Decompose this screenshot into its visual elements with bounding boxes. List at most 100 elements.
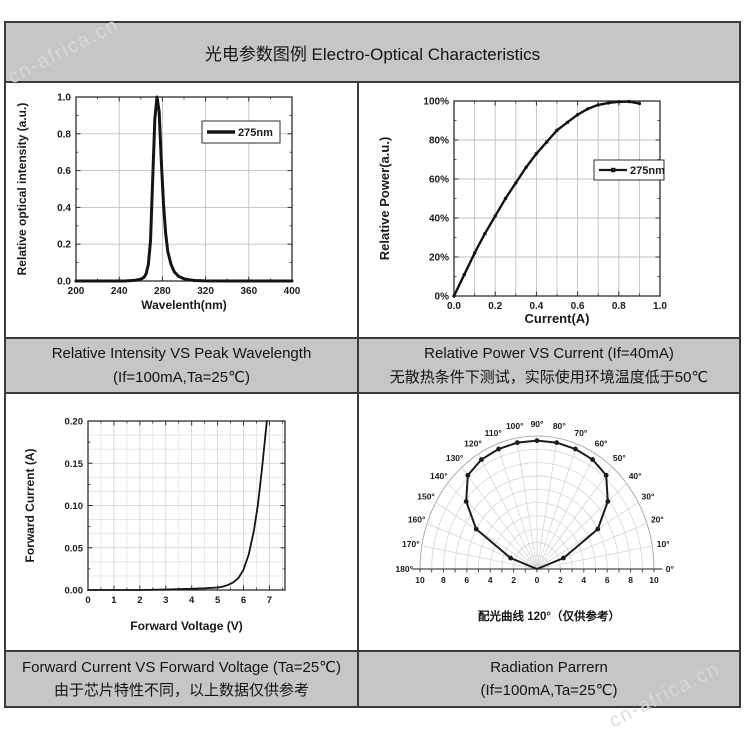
- svg-text:40%: 40%: [429, 214, 449, 225]
- sheet-title: 光电参数图例 Electro-Optical Characteristics: [6, 23, 739, 83]
- svg-text:20°: 20°: [651, 514, 664, 524]
- svg-text:0.2: 0.2: [488, 301, 502, 312]
- svg-text:80%: 80%: [429, 136, 449, 147]
- svg-text:0.6: 0.6: [571, 301, 585, 312]
- svg-text:50°: 50°: [613, 453, 626, 463]
- svg-text:0.05: 0.05: [65, 543, 84, 554]
- svg-text:90°: 90°: [531, 419, 544, 429]
- svg-text:110°: 110°: [485, 428, 503, 438]
- svg-text:2: 2: [511, 575, 516, 585]
- svg-text:8: 8: [628, 575, 633, 585]
- svg-text:0.4: 0.4: [529, 301, 543, 312]
- svg-text:240: 240: [111, 286, 128, 297]
- svg-text:275nm: 275nm: [630, 165, 665, 177]
- svg-text:0.00: 0.00: [65, 586, 84, 597]
- svg-text:Wavelenth(nm): Wavelenth(nm): [141, 298, 227, 312]
- forward-iv-chart: 0 1 2 3 4 5 6 7 0.00 0.05 0.10 0.15 0.20 Forward Volt…: [23, 417, 286, 633]
- cell-radiation-chart: 10 8 6 4 2 0 2 4 6 8 10 0° 10° 20° 30° 40° 50° 60° 70° 80° 9…: [359, 394, 739, 650]
- svg-text:140°: 140°: [430, 471, 448, 481]
- svg-text:30°: 30°: [642, 492, 655, 502]
- caption-forward-iv: Forward Current VS Forward Voltage (Ta=2…: [6, 652, 359, 706]
- svg-text:6: 6: [605, 575, 610, 585]
- svg-text:0.15: 0.15: [65, 459, 84, 470]
- svg-text:0: 0: [85, 595, 90, 606]
- svg-text:4: 4: [488, 575, 493, 585]
- svg-text:0°: 0°: [666, 564, 675, 574]
- caption-power-current: Relative Power VS Current (If=40mA) 无散热条…: [359, 339, 739, 392]
- svg-text:100°: 100°: [506, 421, 524, 431]
- svg-text:Current(A): Current(A): [525, 311, 590, 326]
- svg-text:120°: 120°: [464, 438, 482, 448]
- chart-row-bottom: 0 1 2 3 4 5 6 7 0.00 0.05 0.10 0.15 0.20 Forward Volt…: [6, 394, 739, 650]
- svg-text:70°: 70°: [574, 428, 587, 438]
- cell-power-chart: 0.0 0.2 0.4 0.6 0.8 1.0 0% 20% 40% 60% 80% 100% 275n…: [359, 83, 739, 337]
- svg-text:360: 360: [240, 286, 257, 297]
- caption-intensity-wavelength: Relative Intensity VS Peak Wavelength (I…: [6, 339, 359, 392]
- caption-line: 由于芯片特性不同，以上数据仅供参考: [53, 682, 309, 699]
- svg-text:160°: 160°: [408, 514, 426, 524]
- svg-text:0.10: 0.10: [65, 501, 84, 512]
- svg-text:80°: 80°: [553, 421, 566, 431]
- caption-line: (If=100mA,Ta=25℃): [480, 682, 618, 699]
- caption-line: Forward Current VS Forward Voltage (Ta=2…: [21, 658, 342, 676]
- svg-text:2: 2: [137, 595, 142, 606]
- svg-text:Forward Current (A): Forward Current (A): [23, 448, 37, 562]
- characteristics-sheet: 光电参数图例 Electro-Optical Characteristics 2…: [4, 21, 741, 708]
- svg-text:Relative Power(a.u.): Relative Power(a.u.): [377, 137, 392, 261]
- svg-text:1.0: 1.0: [653, 301, 667, 312]
- radiation-pattern-chart: 10 8 6 4 2 0 2 4 6 8 100°10°20°30°40°50°60°70°80°9…: [395, 419, 675, 585]
- svg-text:275nm: 275nm: [238, 127, 273, 139]
- svg-text:20%: 20%: [429, 253, 449, 264]
- svg-text:0.8: 0.8: [57, 129, 71, 140]
- caption-line: Relative Intensity VS Peak Wavelength: [51, 345, 312, 363]
- power-current-chart: 0.0 0.2 0.4 0.6 0.8 1.0 0% 20% 40% 60% 80% 100% 275n…: [377, 97, 667, 327]
- svg-text:280: 280: [154, 286, 171, 297]
- caption-row-top: Relative Intensity VS Peak Wavelength (I…: [6, 337, 739, 394]
- chart-row-top: 200 240 280 320 360 400 0.0 0.2 0.4 0.6 0.8 1.0 275n…: [6, 83, 739, 337]
- svg-text:0.6: 0.6: [57, 166, 71, 177]
- caption-line: Relative Power VS Current (If=40mA): [424, 345, 674, 363]
- svg-text:0%: 0%: [435, 292, 450, 303]
- svg-text:Forward Voltage (V): Forward Voltage (V): [130, 619, 242, 633]
- svg-text:1.0: 1.0: [57, 93, 71, 104]
- caption-line: 无散热条件下测试，实际使用环境温度低于50℃: [389, 368, 709, 386]
- svg-text:5: 5: [215, 595, 221, 606]
- svg-text:0.2: 0.2: [57, 240, 71, 251]
- wavelength-spectrum-chart: 200 240 280 320 360 400 0.0 0.2 0.4 0.6 0.8 1.0 275n…: [15, 93, 301, 313]
- svg-text:10: 10: [415, 575, 425, 585]
- cell-iv-chart: 0 1 2 3 4 5 6 7 0.00 0.05 0.10 0.15 0.20 Forward Volt…: [6, 394, 359, 650]
- svg-text:400: 400: [284, 286, 301, 297]
- svg-text:180°: 180°: [395, 564, 413, 574]
- svg-text:2: 2: [558, 575, 563, 585]
- svg-text:1: 1: [111, 595, 117, 606]
- radiation-pattern-caption: 配光曲线 120°（仅供参考）: [478, 611, 620, 623]
- svg-text:100%: 100%: [423, 97, 449, 108]
- svg-text:6: 6: [241, 595, 246, 606]
- svg-text:170°: 170°: [402, 539, 420, 549]
- svg-text:0.0: 0.0: [57, 277, 71, 288]
- svg-text:130°: 130°: [446, 453, 464, 463]
- caption-line: (If=100mA,Ta=25℃): [113, 368, 250, 386]
- svg-text:0.8: 0.8: [612, 301, 626, 312]
- cell-spectrum-chart: 200 240 280 320 360 400 0.0 0.2 0.4 0.6 0.8 1.0 275n…: [6, 83, 359, 337]
- svg-text:10: 10: [649, 575, 659, 585]
- svg-text:0: 0: [535, 575, 540, 585]
- svg-text:8: 8: [441, 575, 446, 585]
- svg-text:150°: 150°: [417, 492, 435, 502]
- svg-text:4: 4: [581, 575, 586, 585]
- svg-text:Relative optical intensity (a.: Relative optical intensity (a.u.): [15, 103, 29, 276]
- svg-text:0.20: 0.20: [65, 417, 84, 428]
- svg-text:60%: 60%: [429, 175, 449, 186]
- svg-text:60°: 60°: [595, 438, 608, 448]
- caption-row-bottom: Forward Current VS Forward Voltage (Ta=2…: [6, 650, 739, 706]
- svg-text:0.4: 0.4: [57, 203, 71, 214]
- svg-text:7: 7: [267, 595, 272, 606]
- svg-text:200: 200: [68, 286, 85, 297]
- caption-radiation: Radiation Parrern (If=100mA,Ta=25℃): [359, 652, 739, 706]
- svg-text:0.0: 0.0: [447, 301, 461, 312]
- svg-text:10°: 10°: [657, 539, 670, 549]
- svg-text:6: 6: [464, 575, 469, 585]
- svg-text:40°: 40°: [629, 471, 642, 481]
- svg-text:3: 3: [163, 595, 168, 606]
